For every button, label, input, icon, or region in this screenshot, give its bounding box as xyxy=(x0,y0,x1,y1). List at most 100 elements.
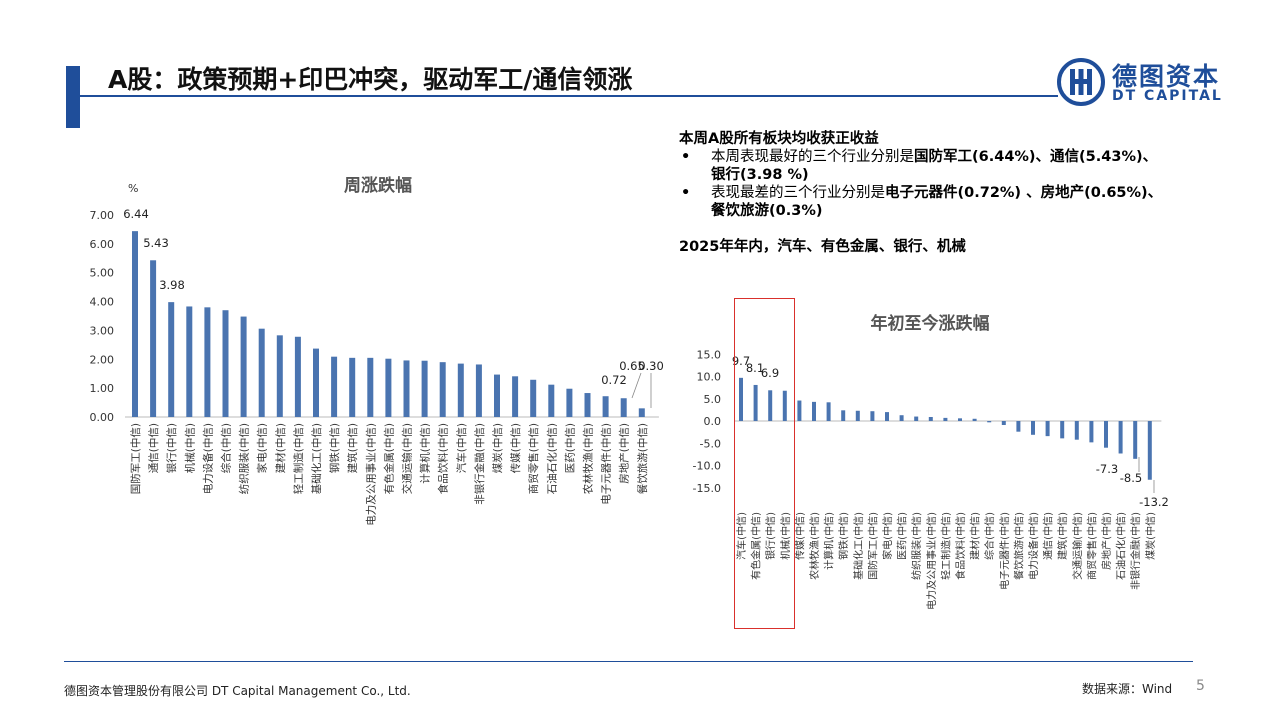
bar xyxy=(132,231,138,417)
bar xyxy=(797,400,802,421)
bar xyxy=(276,335,283,417)
bar xyxy=(240,316,247,417)
bar xyxy=(1016,421,1021,432)
data-label: 0.30 xyxy=(638,359,664,373)
bar xyxy=(150,260,157,417)
x-tick-label: 医药(中信) xyxy=(563,423,576,473)
company-logo: 德图资本 DT CAPITAL xyxy=(1056,57,1226,107)
bar xyxy=(987,421,992,423)
bar xyxy=(943,417,948,421)
x-tick-label: 交通运输(中信) xyxy=(401,423,414,494)
data-label: 3.98 xyxy=(159,278,185,292)
y-tick-label: 7.00 xyxy=(90,209,115,222)
y-tick-label: 3.00 xyxy=(90,324,115,337)
bar xyxy=(1118,421,1123,454)
bar xyxy=(855,410,860,421)
x-tick-label: 电子元器件(中信) xyxy=(600,423,613,505)
ytd-summary-line: 2025年年内，汽车、有色金属、银行、机械 xyxy=(679,239,966,255)
x-tick-label: 国防军工(中信) xyxy=(129,423,142,494)
bullet-dot: • xyxy=(681,185,691,201)
x-tick-label: 房地产(中信) xyxy=(1100,512,1113,570)
y-tick-label: -10.0 xyxy=(693,460,721,473)
x-tick-label: 机械(中信) xyxy=(183,423,196,473)
x-tick-label: 石油石化(中信) xyxy=(545,423,558,494)
bar xyxy=(258,328,265,417)
bullet-worst-prefix: 表现最差的三个行业分别是 xyxy=(711,185,885,201)
y-tick-label: 0.00 xyxy=(90,411,115,424)
y-tick-label: 0.0 xyxy=(704,415,722,428)
y-axis-unit: % xyxy=(128,182,138,195)
bar xyxy=(1104,421,1108,448)
bar xyxy=(204,307,211,417)
logo-name-cn: 德图资本 xyxy=(1112,62,1221,91)
x-tick-label: 汽车(中信) xyxy=(455,423,468,473)
bar xyxy=(1001,421,1006,426)
bar xyxy=(403,360,410,417)
x-tick-label: 综合(中信) xyxy=(220,423,233,473)
x-tick-label: 房地产(中信) xyxy=(618,423,631,484)
bar xyxy=(367,357,374,417)
bar xyxy=(620,398,627,417)
bar xyxy=(331,356,338,417)
top4-highlight-box xyxy=(734,298,795,629)
bar xyxy=(548,384,555,417)
bar xyxy=(313,348,319,417)
x-tick-label: 综合(中信) xyxy=(983,512,996,560)
dt-logo-icon xyxy=(1057,58,1105,106)
x-tick-label: 有色金属(中信) xyxy=(382,423,395,494)
weekly-change-chart: 周涨跌幅% 0.00 1.00 2.00 3.00 4.00 5.00 6.00 7.00 国防军… xyxy=(90,175,664,526)
bar xyxy=(870,411,875,421)
x-tick-label: 轻工制造(中信) xyxy=(292,423,305,494)
bar xyxy=(421,360,428,417)
bar xyxy=(349,357,356,417)
y-tick-label: -5.0 xyxy=(700,437,721,450)
summary-text: 本周A股所有板块均收获正收益 • 本周表现最好的三个行业分别是国防军工(6.44… xyxy=(679,130,1169,256)
bar xyxy=(826,402,831,421)
x-tick-label: 钢铁(中信) xyxy=(837,512,850,560)
x-tick-label: 非银行金融(中信) xyxy=(1129,512,1142,590)
y-tick-label: -15.0 xyxy=(693,482,721,495)
bar xyxy=(914,416,919,421)
footer-company: 德图资本管理股份有限公司 DT Capital Management Co., … xyxy=(64,684,411,698)
bar xyxy=(222,310,229,417)
y-tick-label: 4.00 xyxy=(90,296,115,309)
title-underline xyxy=(80,95,1058,97)
x-tick-label: 食品饮料(中信) xyxy=(437,423,450,494)
y-tick-label: 5.0 xyxy=(704,393,722,406)
bar xyxy=(1147,421,1152,480)
bar xyxy=(1133,421,1138,459)
x-tick-label: 家电(中信) xyxy=(256,423,269,473)
bar xyxy=(1060,421,1065,439)
footer-rule xyxy=(64,661,1193,662)
bar xyxy=(168,302,175,417)
bar xyxy=(1074,421,1079,440)
x-tick-label: 农林牧渔(中信) xyxy=(808,512,821,580)
x-tick-label: 农林牧渔(中信) xyxy=(582,423,595,494)
y-tick-label: 10.0 xyxy=(697,371,722,384)
chart-title: 周涨跌幅 xyxy=(344,175,412,196)
x-tick-label: 电力设备(中信) xyxy=(201,423,214,494)
bar xyxy=(1089,421,1094,443)
data-label: -7.3 xyxy=(1096,462,1118,476)
bar xyxy=(186,306,193,417)
bar xyxy=(1045,421,1050,437)
x-tick-label: 轻工制造(中信) xyxy=(939,512,952,580)
bar xyxy=(841,410,846,421)
y-tick-label: 15.0 xyxy=(697,348,722,361)
bar xyxy=(958,418,962,421)
x-tick-label: 电子元器件(中信) xyxy=(998,512,1011,590)
slide-title: A股：政策预期+印巴冲突，驱动军工/通信领涨 xyxy=(108,65,633,94)
bar xyxy=(584,393,591,417)
title-accent-bar xyxy=(66,66,80,128)
x-tick-label: 通信(中信) xyxy=(1042,512,1055,560)
x-tick-label: 电力及公用事业(中信) xyxy=(364,423,377,526)
x-tick-label: 传媒(中信) xyxy=(793,512,806,560)
bar xyxy=(457,363,464,417)
bar xyxy=(928,416,933,421)
x-tick-label: 煤炭(中信) xyxy=(491,423,504,473)
x-tick-label: 建筑(中信) xyxy=(1056,512,1069,560)
bar xyxy=(439,362,446,417)
data-label: -13.2 xyxy=(1139,495,1169,509)
x-tick-label: 纺织服装(中信) xyxy=(238,423,251,494)
x-tick-label: 煤炭(中信) xyxy=(1144,512,1157,560)
